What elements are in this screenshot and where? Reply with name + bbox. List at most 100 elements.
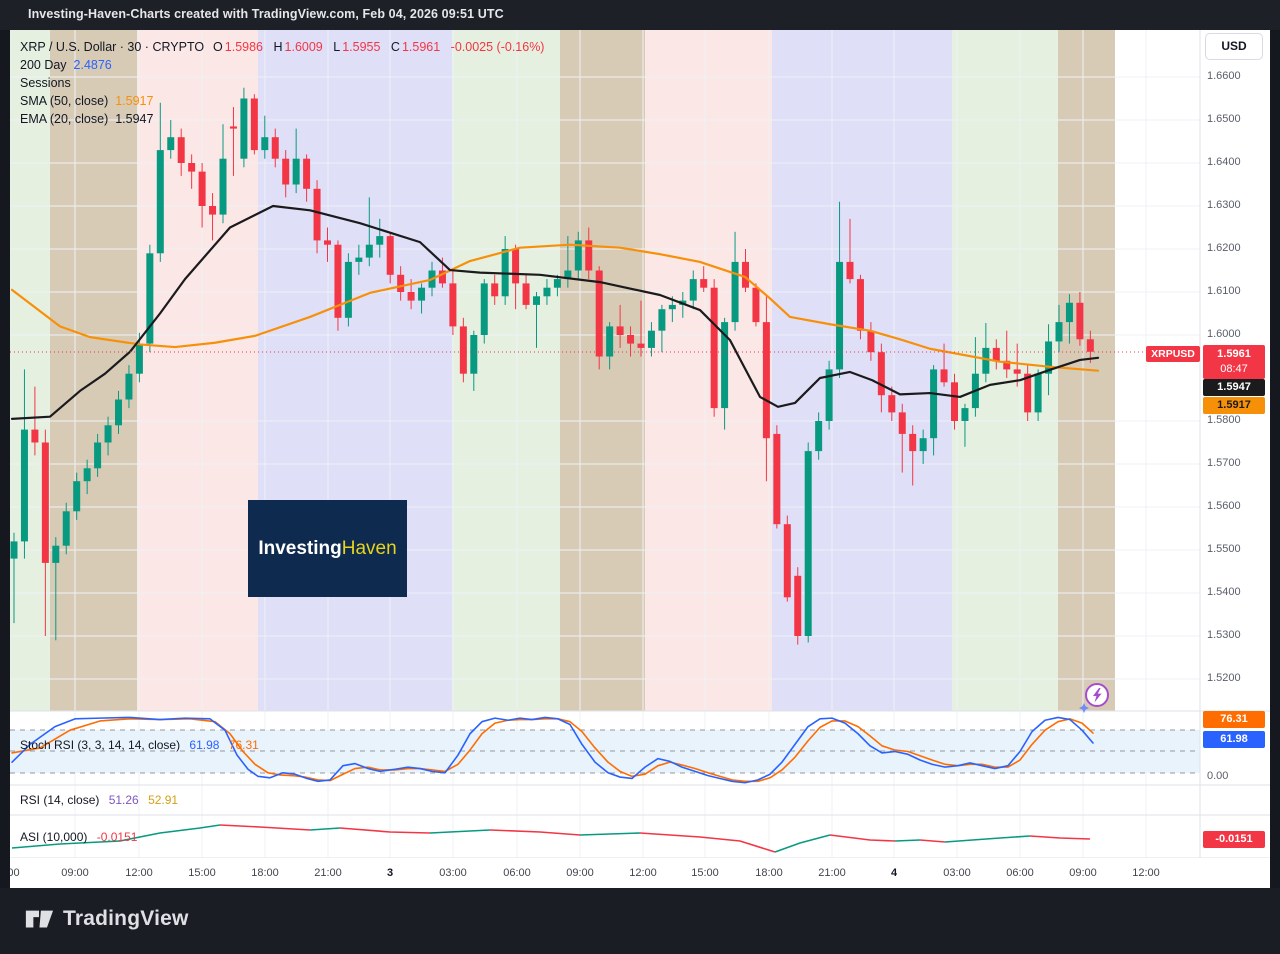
- ma200-label[interactable]: 200 Day: [20, 58, 67, 72]
- time-tick-label[interactable]: 15:00: [188, 867, 216, 879]
- asi-line-segment: [489, 829, 581, 836]
- time-tick-label[interactable]: 18:00: [755, 867, 783, 879]
- price-tick-label[interactable]: 1.5300: [1207, 629, 1241, 641]
- time-tick-label[interactable]: 18:00: [251, 867, 279, 879]
- candle-body: [846, 261, 854, 280]
- indicator-row-sma[interactable]: SMA (50, close) 1.5917: [20, 92, 546, 110]
- candle-body: [240, 98, 248, 159]
- price-tick-label[interactable]: 1.6400: [1207, 156, 1241, 168]
- time-tick-label[interactable]: 03:00: [943, 867, 971, 879]
- candle-body: [553, 279, 561, 288]
- candle-body: [689, 279, 697, 301]
- time-tick-label[interactable]: 03:00: [439, 867, 467, 879]
- time-tick-label[interactable]: 4: [890, 867, 898, 879]
- candle-body: [365, 244, 373, 258]
- rsi-ma-value: 52.91: [148, 793, 179, 807]
- rsi-value: 51.26: [108, 793, 139, 807]
- price-tick-label[interactable]: 1.5600: [1207, 500, 1241, 512]
- rsi-legend[interactable]: RSI (14, close) 51.26 52.91: [20, 793, 178, 807]
- price-tick-label[interactable]: 1.6600: [1207, 70, 1241, 82]
- close-label: C: [390, 40, 400, 54]
- indicator-row-ema[interactable]: EMA (20, close) 1.5947: [20, 110, 546, 128]
- symbol-row[interactable]: XRP / U.S. Dollar · 30 · CRYPTO O 1.5986 …: [20, 38, 546, 56]
- price-tick-label[interactable]: 1.5200: [1207, 672, 1241, 684]
- candle-body: [940, 369, 948, 383]
- candle-body: [616, 326, 624, 335]
- candle-body: [982, 347, 990, 374]
- asi-label[interactable]: ASI (10,000): [20, 830, 88, 844]
- time-tick-label[interactable]: :00: [10, 867, 20, 879]
- candle-body: [1024, 373, 1032, 413]
- time-tick-label[interactable]: 12:00: [125, 867, 153, 879]
- boost-icon[interactable]: [1076, 680, 1112, 714]
- indicator-row-200day[interactable]: 200 Day 2.4876: [20, 56, 546, 74]
- candle-body: [700, 279, 708, 288]
- asi-line-segment: [219, 824, 311, 831]
- symbol-title[interactable]: XRP / U.S. Dollar · 30 · CRYPTO: [20, 40, 205, 54]
- top-bar: Investing-Haven-Charts created with Trad…: [0, 0, 1280, 30]
- time-tick-label[interactable]: 09:00: [61, 867, 89, 879]
- candle-body: [815, 421, 823, 452]
- time-tick-label[interactable]: 3: [386, 867, 394, 879]
- candle-body: [303, 158, 311, 189]
- ma200-value: 2.4876: [73, 58, 112, 72]
- stoch-k-line: [11, 716, 1094, 784]
- stoch-zero-label: 0.00: [1207, 770, 1229, 782]
- time-tick-label[interactable]: 09:00: [566, 867, 594, 879]
- price-tick-label[interactable]: 1.5400: [1207, 586, 1241, 598]
- currency-button[interactable]: USD: [1205, 33, 1263, 60]
- price-tick-label[interactable]: 1.5500: [1207, 543, 1241, 555]
- candle-body: [773, 433, 781, 525]
- candle-body: [522, 283, 530, 305]
- time-tick-label[interactable]: 21:00: [818, 867, 846, 879]
- candle-body: [177, 137, 185, 163]
- candle-body: [595, 270, 603, 357]
- rsi-label[interactable]: RSI (14, close): [20, 793, 100, 807]
- candle-body: [313, 188, 321, 241]
- sma-price-badge: 1.5917: [1203, 397, 1265, 414]
- candle-body: [804, 451, 812, 636]
- last-price-badge: 1.5961 08:47: [1203, 345, 1265, 379]
- chart-canvas[interactable]: [10, 30, 1270, 858]
- ema20-line: [10, 204, 1100, 420]
- candle-body: [188, 163, 196, 172]
- price-tick-label[interactable]: 1.5800: [1207, 414, 1241, 426]
- candle-body: [1076, 302, 1084, 340]
- candle-body: [721, 322, 729, 409]
- time-tick-label[interactable]: 06:00: [1006, 867, 1034, 879]
- sma-label[interactable]: SMA (50, close): [20, 94, 109, 108]
- tradingview-logo[interactable]: TradingView: [24, 904, 189, 934]
- time-tick-label[interactable]: 12:00: [1132, 867, 1160, 879]
- candle-body: [1065, 302, 1073, 323]
- indicator-row-sessions[interactable]: Sessions: [20, 74, 546, 92]
- low-value: 1.5955: [342, 40, 381, 54]
- time-tick-label[interactable]: 06:00: [503, 867, 531, 879]
- price-tick-label[interactable]: 1.6100: [1207, 285, 1241, 297]
- stoch-d-badge: 76.31: [1203, 711, 1265, 728]
- candle-body: [94, 442, 102, 469]
- candle-body: [930, 369, 938, 439]
- time-tick-label[interactable]: 15:00: [691, 867, 719, 879]
- asi-line-segment: [919, 839, 946, 843]
- price-tick-label[interactable]: 1.6500: [1207, 113, 1241, 125]
- stoch-rsi-legend[interactable]: Stoch RSI (3, 3, 14, 14, close) 61.98 76…: [20, 738, 259, 752]
- candle-body: [856, 279, 864, 331]
- session-band: [10, 30, 50, 711]
- candle-body: [10, 541, 18, 559]
- close-value: 1.5961: [401, 40, 441, 54]
- candle-body: [762, 322, 770, 439]
- price-tick-label[interactable]: 1.6200: [1207, 242, 1241, 254]
- price-tick-label[interactable]: 1.6000: [1207, 328, 1241, 340]
- time-tick-label[interactable]: 12:00: [629, 867, 657, 879]
- asi-legend[interactable]: ASI (10,000) -0.0151: [20, 830, 137, 844]
- candle-body: [898, 412, 906, 434]
- price-tick-label[interactable]: 1.6300: [1207, 199, 1241, 211]
- ema-label[interactable]: EMA (20, close): [20, 112, 109, 126]
- candle-body: [386, 236, 394, 275]
- price-tick-label[interactable]: 1.5700: [1207, 457, 1241, 469]
- time-tick-label[interactable]: 09:00: [1069, 867, 1097, 879]
- stoch-rsi-label[interactable]: Stoch RSI (3, 3, 14, 14, close): [20, 738, 181, 752]
- candle-body: [794, 575, 802, 636]
- time-tick-label[interactable]: 21:00: [314, 867, 342, 879]
- sessions-label[interactable]: Sessions: [20, 76, 71, 90]
